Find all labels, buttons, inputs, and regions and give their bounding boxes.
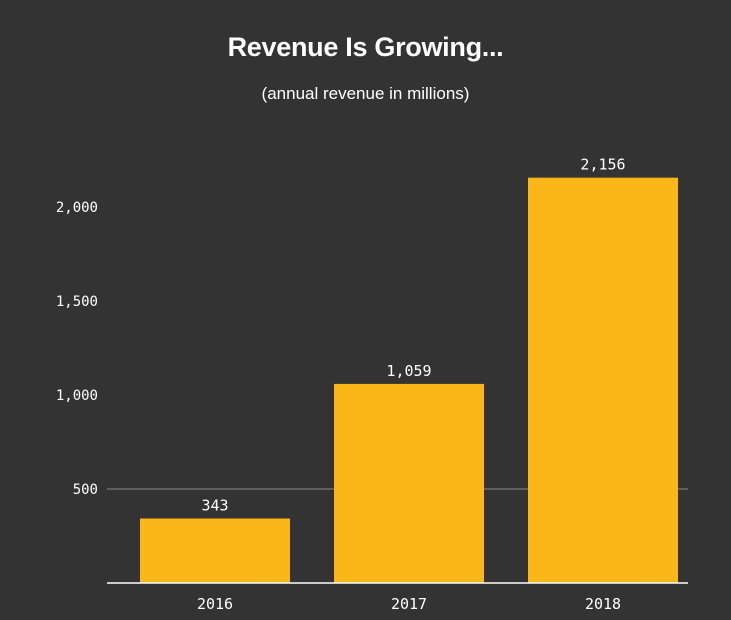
chart-subtitle: (annual revenue in millions) xyxy=(261,84,470,103)
y-tick-label: 500 xyxy=(73,482,98,498)
y-tick-label: 2,000 xyxy=(56,200,98,216)
x-tick-label-2016: 2016 xyxy=(197,595,233,613)
x-tick-label-2017: 2017 xyxy=(391,595,427,613)
x-tick-label-2018: 2018 xyxy=(585,595,621,613)
label-layer: 500 1,000 1,500 2,000 343 2016 1,059 2017 2,156 2… xyxy=(56,156,626,613)
bar-2017 xyxy=(334,383,484,583)
data-label-2017: 1,059 xyxy=(386,362,431,380)
y-tick-label: 1,000 xyxy=(56,388,98,404)
data-label-2018: 2,156 xyxy=(580,156,625,174)
chart-title: Revenue Is Growing... xyxy=(227,32,504,62)
y-tick-label: 1,500 xyxy=(56,294,98,310)
bar-layer xyxy=(140,177,678,583)
data-label-2016: 343 xyxy=(201,497,228,515)
bar-2016 xyxy=(140,518,290,583)
bar-2018 xyxy=(528,177,678,583)
